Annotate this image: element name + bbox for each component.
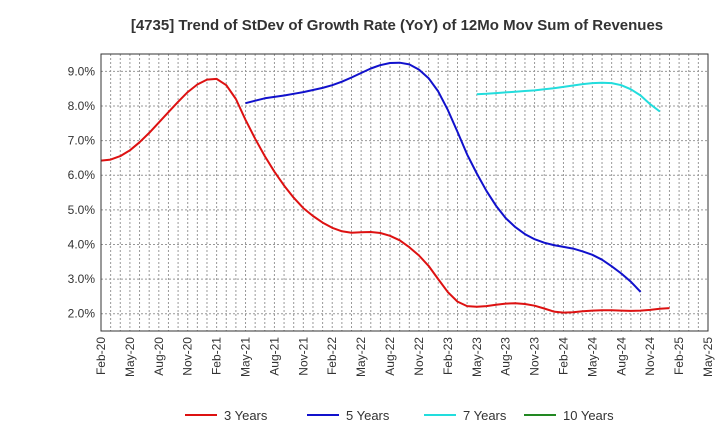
series-line-5-years — [245, 61, 642, 293]
y-tick-label: 6.0% — [68, 168, 96, 182]
series-layer — [100, 61, 670, 314]
legend: 3 Years 5 Years 7 Years 10 Years — [185, 408, 614, 423]
x-tick-label: Feb-20 — [94, 337, 108, 375]
plot-frame — [100, 53, 709, 332]
y-tick-label: 2.0% — [68, 307, 96, 321]
x-tick-label: May-25 — [701, 337, 715, 377]
x-tick-label: Aug-22 — [383, 337, 397, 376]
x-tick-label: Aug-20 — [152, 337, 166, 376]
chart-title: [4735] Trend of StDev of Growth Rate (Yo… — [131, 17, 663, 34]
legend-label-7-years: 7 Years — [463, 408, 507, 423]
x-tick-label: May-23 — [470, 337, 484, 377]
x-tick-label: Feb-25 — [672, 337, 686, 375]
legend-label-3-years: 3 Years — [224, 408, 268, 423]
grid-layer — [101, 54, 708, 331]
x-tick-label: Nov-20 — [181, 337, 195, 376]
x-tick-label: Feb-24 — [556, 337, 570, 375]
x-tick-label: May-24 — [585, 337, 599, 377]
legend-label-10-years: 10 Years — [563, 408, 614, 423]
x-tick-label: Feb-22 — [325, 337, 339, 375]
series-line-7-years — [476, 81, 661, 113]
series-line-3-years — [100, 77, 670, 314]
x-tick-label: Feb-23 — [441, 337, 455, 375]
axis-layer: Feb-20 May-20 Aug-20 Nov-20 Feb-21 May-21 Aug-… — [68, 64, 715, 377]
x-tick-label: Aug-24 — [614, 337, 628, 376]
x-tick-label: Aug-21 — [267, 337, 281, 376]
x-tick-label: Nov-23 — [528, 337, 542, 376]
legend-label-5-years: 5 Years — [346, 408, 390, 423]
x-tick-label: Aug-23 — [499, 337, 513, 376]
y-tick-label: 9.0% — [68, 64, 96, 78]
x-tick-label: Nov-21 — [296, 337, 310, 376]
y-tick-label: 7.0% — [68, 134, 96, 148]
y-tick-label: 5.0% — [68, 203, 96, 217]
x-tick-label: Nov-22 — [412, 337, 426, 376]
y-tick-label: 4.0% — [68, 237, 96, 251]
x-tick-label: May-21 — [239, 337, 253, 377]
x-tick-label: May-22 — [354, 337, 368, 377]
y-tick-label: 3.0% — [68, 272, 96, 286]
x-tick-label: Nov-24 — [643, 337, 657, 376]
x-tick-label: Feb-21 — [210, 337, 224, 375]
y-tick-label: 8.0% — [68, 99, 96, 113]
x-tick-label: May-20 — [123, 337, 137, 377]
